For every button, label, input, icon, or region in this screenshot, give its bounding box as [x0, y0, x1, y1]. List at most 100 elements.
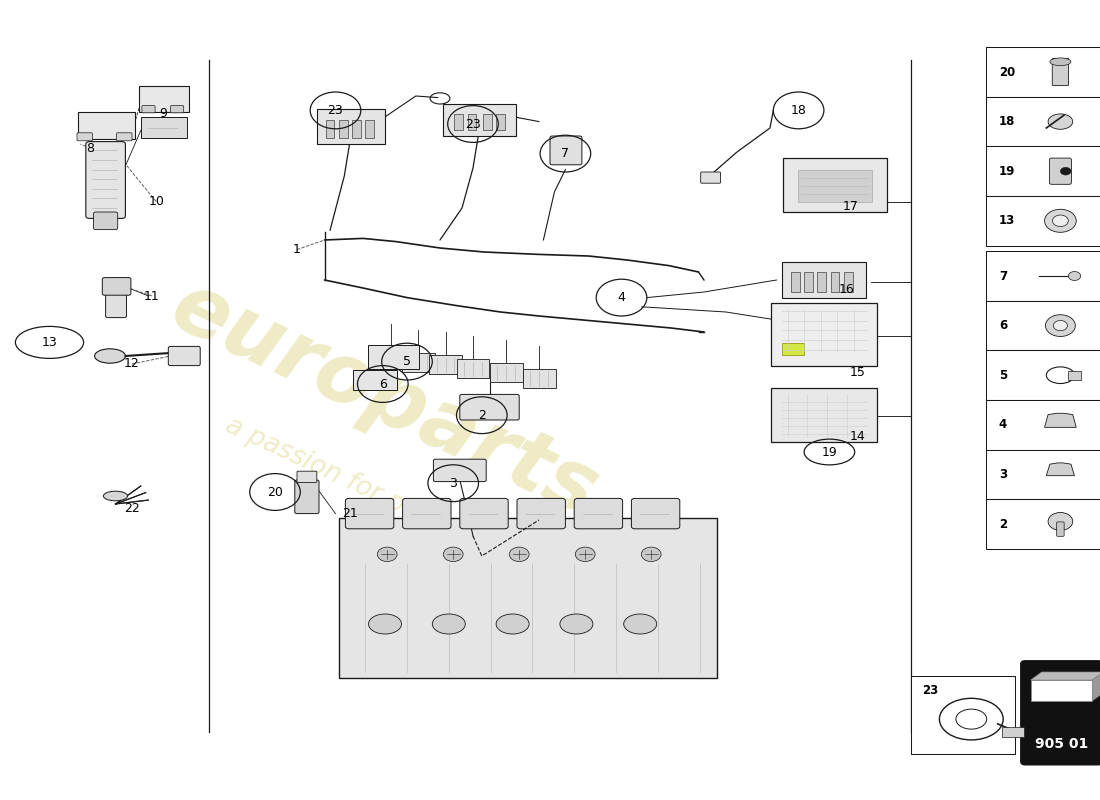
Text: 10: 10: [148, 195, 164, 208]
FancyBboxPatch shape: [433, 459, 486, 482]
Text: 5: 5: [403, 355, 411, 368]
Ellipse shape: [368, 614, 402, 634]
Bar: [986, 97, 1100, 146]
Text: 1: 1: [293, 243, 301, 256]
Text: 2: 2: [999, 518, 1007, 530]
Text: 8: 8: [86, 142, 95, 154]
Circle shape: [1045, 210, 1076, 232]
Bar: [817, 272, 826, 292]
FancyBboxPatch shape: [117, 133, 132, 141]
Ellipse shape: [560, 614, 593, 634]
FancyBboxPatch shape: [771, 303, 877, 366]
FancyBboxPatch shape: [550, 136, 582, 165]
Ellipse shape: [1048, 114, 1072, 130]
Text: 6: 6: [378, 378, 387, 390]
FancyBboxPatch shape: [701, 172, 721, 183]
Circle shape: [1060, 167, 1071, 175]
FancyBboxPatch shape: [782, 262, 866, 298]
FancyBboxPatch shape: [374, 347, 407, 366]
FancyBboxPatch shape: [102, 278, 131, 295]
Bar: [986, 450, 1100, 499]
FancyBboxPatch shape: [86, 142, 125, 218]
FancyBboxPatch shape: [402, 353, 434, 372]
Text: 14: 14: [850, 430, 866, 442]
Polygon shape: [1031, 672, 1100, 680]
Ellipse shape: [103, 491, 128, 501]
Circle shape: [641, 547, 661, 562]
Circle shape: [1048, 513, 1072, 530]
FancyBboxPatch shape: [1068, 370, 1081, 380]
Ellipse shape: [432, 614, 465, 634]
FancyBboxPatch shape: [1053, 58, 1068, 86]
Text: 18: 18: [999, 115, 1015, 128]
Circle shape: [1054, 321, 1067, 330]
Text: europarts: europarts: [160, 266, 610, 534]
Bar: [791, 272, 800, 292]
Text: 23: 23: [922, 684, 938, 697]
FancyBboxPatch shape: [297, 471, 317, 482]
Text: 22: 22: [124, 502, 140, 514]
FancyBboxPatch shape: [631, 498, 680, 529]
FancyBboxPatch shape: [443, 104, 516, 136]
FancyBboxPatch shape: [317, 109, 385, 144]
Polygon shape: [1031, 680, 1092, 701]
Bar: [798, 170, 872, 202]
Text: a passion for parts since 1985: a passion for parts since 1985: [221, 412, 593, 604]
Ellipse shape: [624, 614, 657, 634]
Bar: [339, 120, 348, 138]
Circle shape: [377, 547, 397, 562]
Bar: [986, 301, 1100, 350]
FancyBboxPatch shape: [783, 158, 887, 212]
FancyBboxPatch shape: [295, 480, 319, 514]
FancyBboxPatch shape: [429, 355, 462, 374]
FancyBboxPatch shape: [456, 359, 490, 378]
FancyBboxPatch shape: [339, 518, 717, 678]
Text: 23: 23: [328, 104, 343, 117]
Text: 19: 19: [822, 446, 837, 458]
Text: 3: 3: [449, 477, 458, 490]
FancyBboxPatch shape: [1049, 158, 1071, 184]
FancyBboxPatch shape: [78, 112, 135, 139]
Text: 7: 7: [561, 147, 570, 160]
FancyBboxPatch shape: [517, 498, 565, 529]
Bar: [911, 676, 1015, 754]
Bar: [804, 272, 813, 292]
Bar: [365, 120, 374, 138]
FancyBboxPatch shape: [345, 498, 394, 529]
Bar: [986, 47, 1100, 97]
Text: 5: 5: [999, 369, 1008, 382]
Polygon shape: [1046, 463, 1075, 476]
Text: 20: 20: [267, 486, 283, 498]
Text: 18: 18: [791, 104, 806, 117]
FancyBboxPatch shape: [106, 290, 127, 318]
FancyBboxPatch shape: [522, 369, 556, 388]
FancyBboxPatch shape: [368, 345, 419, 369]
Bar: [986, 146, 1100, 196]
Text: 13: 13: [42, 336, 57, 349]
Text: 3: 3: [999, 468, 1007, 481]
FancyBboxPatch shape: [574, 498, 623, 529]
FancyBboxPatch shape: [490, 363, 522, 382]
Ellipse shape: [1049, 58, 1071, 66]
Text: 16: 16: [839, 283, 855, 296]
FancyBboxPatch shape: [94, 212, 118, 230]
Bar: [782, 343, 804, 355]
Text: 11: 11: [144, 290, 159, 302]
Circle shape: [1068, 271, 1080, 281]
Text: 4: 4: [617, 291, 626, 304]
Bar: [326, 120, 334, 138]
FancyBboxPatch shape: [460, 394, 519, 420]
Text: 905 01: 905 01: [1035, 737, 1088, 751]
Text: 13: 13: [999, 214, 1015, 227]
FancyBboxPatch shape: [170, 106, 184, 113]
Bar: [352, 120, 361, 138]
Text: 6: 6: [999, 319, 1008, 332]
Text: 19: 19: [999, 165, 1015, 178]
Polygon shape: [1092, 672, 1100, 701]
Circle shape: [575, 547, 595, 562]
Ellipse shape: [496, 614, 529, 634]
Text: 23: 23: [465, 118, 481, 130]
Bar: [986, 196, 1100, 246]
Bar: [830, 272, 839, 292]
FancyBboxPatch shape: [403, 498, 451, 529]
